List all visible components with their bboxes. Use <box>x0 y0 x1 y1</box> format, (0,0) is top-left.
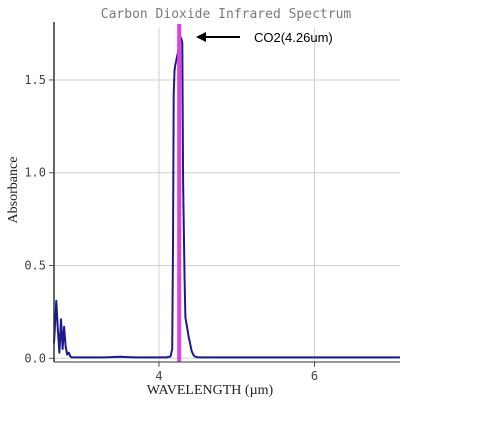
annotation: CO2(4.26um) <box>196 30 333 45</box>
grid <box>54 28 400 362</box>
y-tick-label: 0.0 <box>24 351 46 365</box>
y-tick-label: 0.5 <box>24 259 46 273</box>
y-axis-label: Absorbance <box>6 157 21 224</box>
x-tick-label: 6 <box>311 369 318 383</box>
x-axis-label: WAVELENGTH (µm) <box>147 383 274 398</box>
annotation-arrow-head <box>196 32 206 42</box>
y-tick-label: 1.5 <box>24 73 46 87</box>
chart-title: Carbon Dioxide Infrared Spectrum <box>101 7 352 22</box>
spectrum-line <box>53 36 400 359</box>
x-tick-label: 4 <box>155 369 162 383</box>
ticks: 0.0 0.5 1.0 1.5 4 6 <box>24 22 400 383</box>
annotation-text: CO2(4.26um) <box>254 30 333 45</box>
plot-area <box>53 24 400 362</box>
y-tick-label: 1.0 <box>24 166 46 180</box>
